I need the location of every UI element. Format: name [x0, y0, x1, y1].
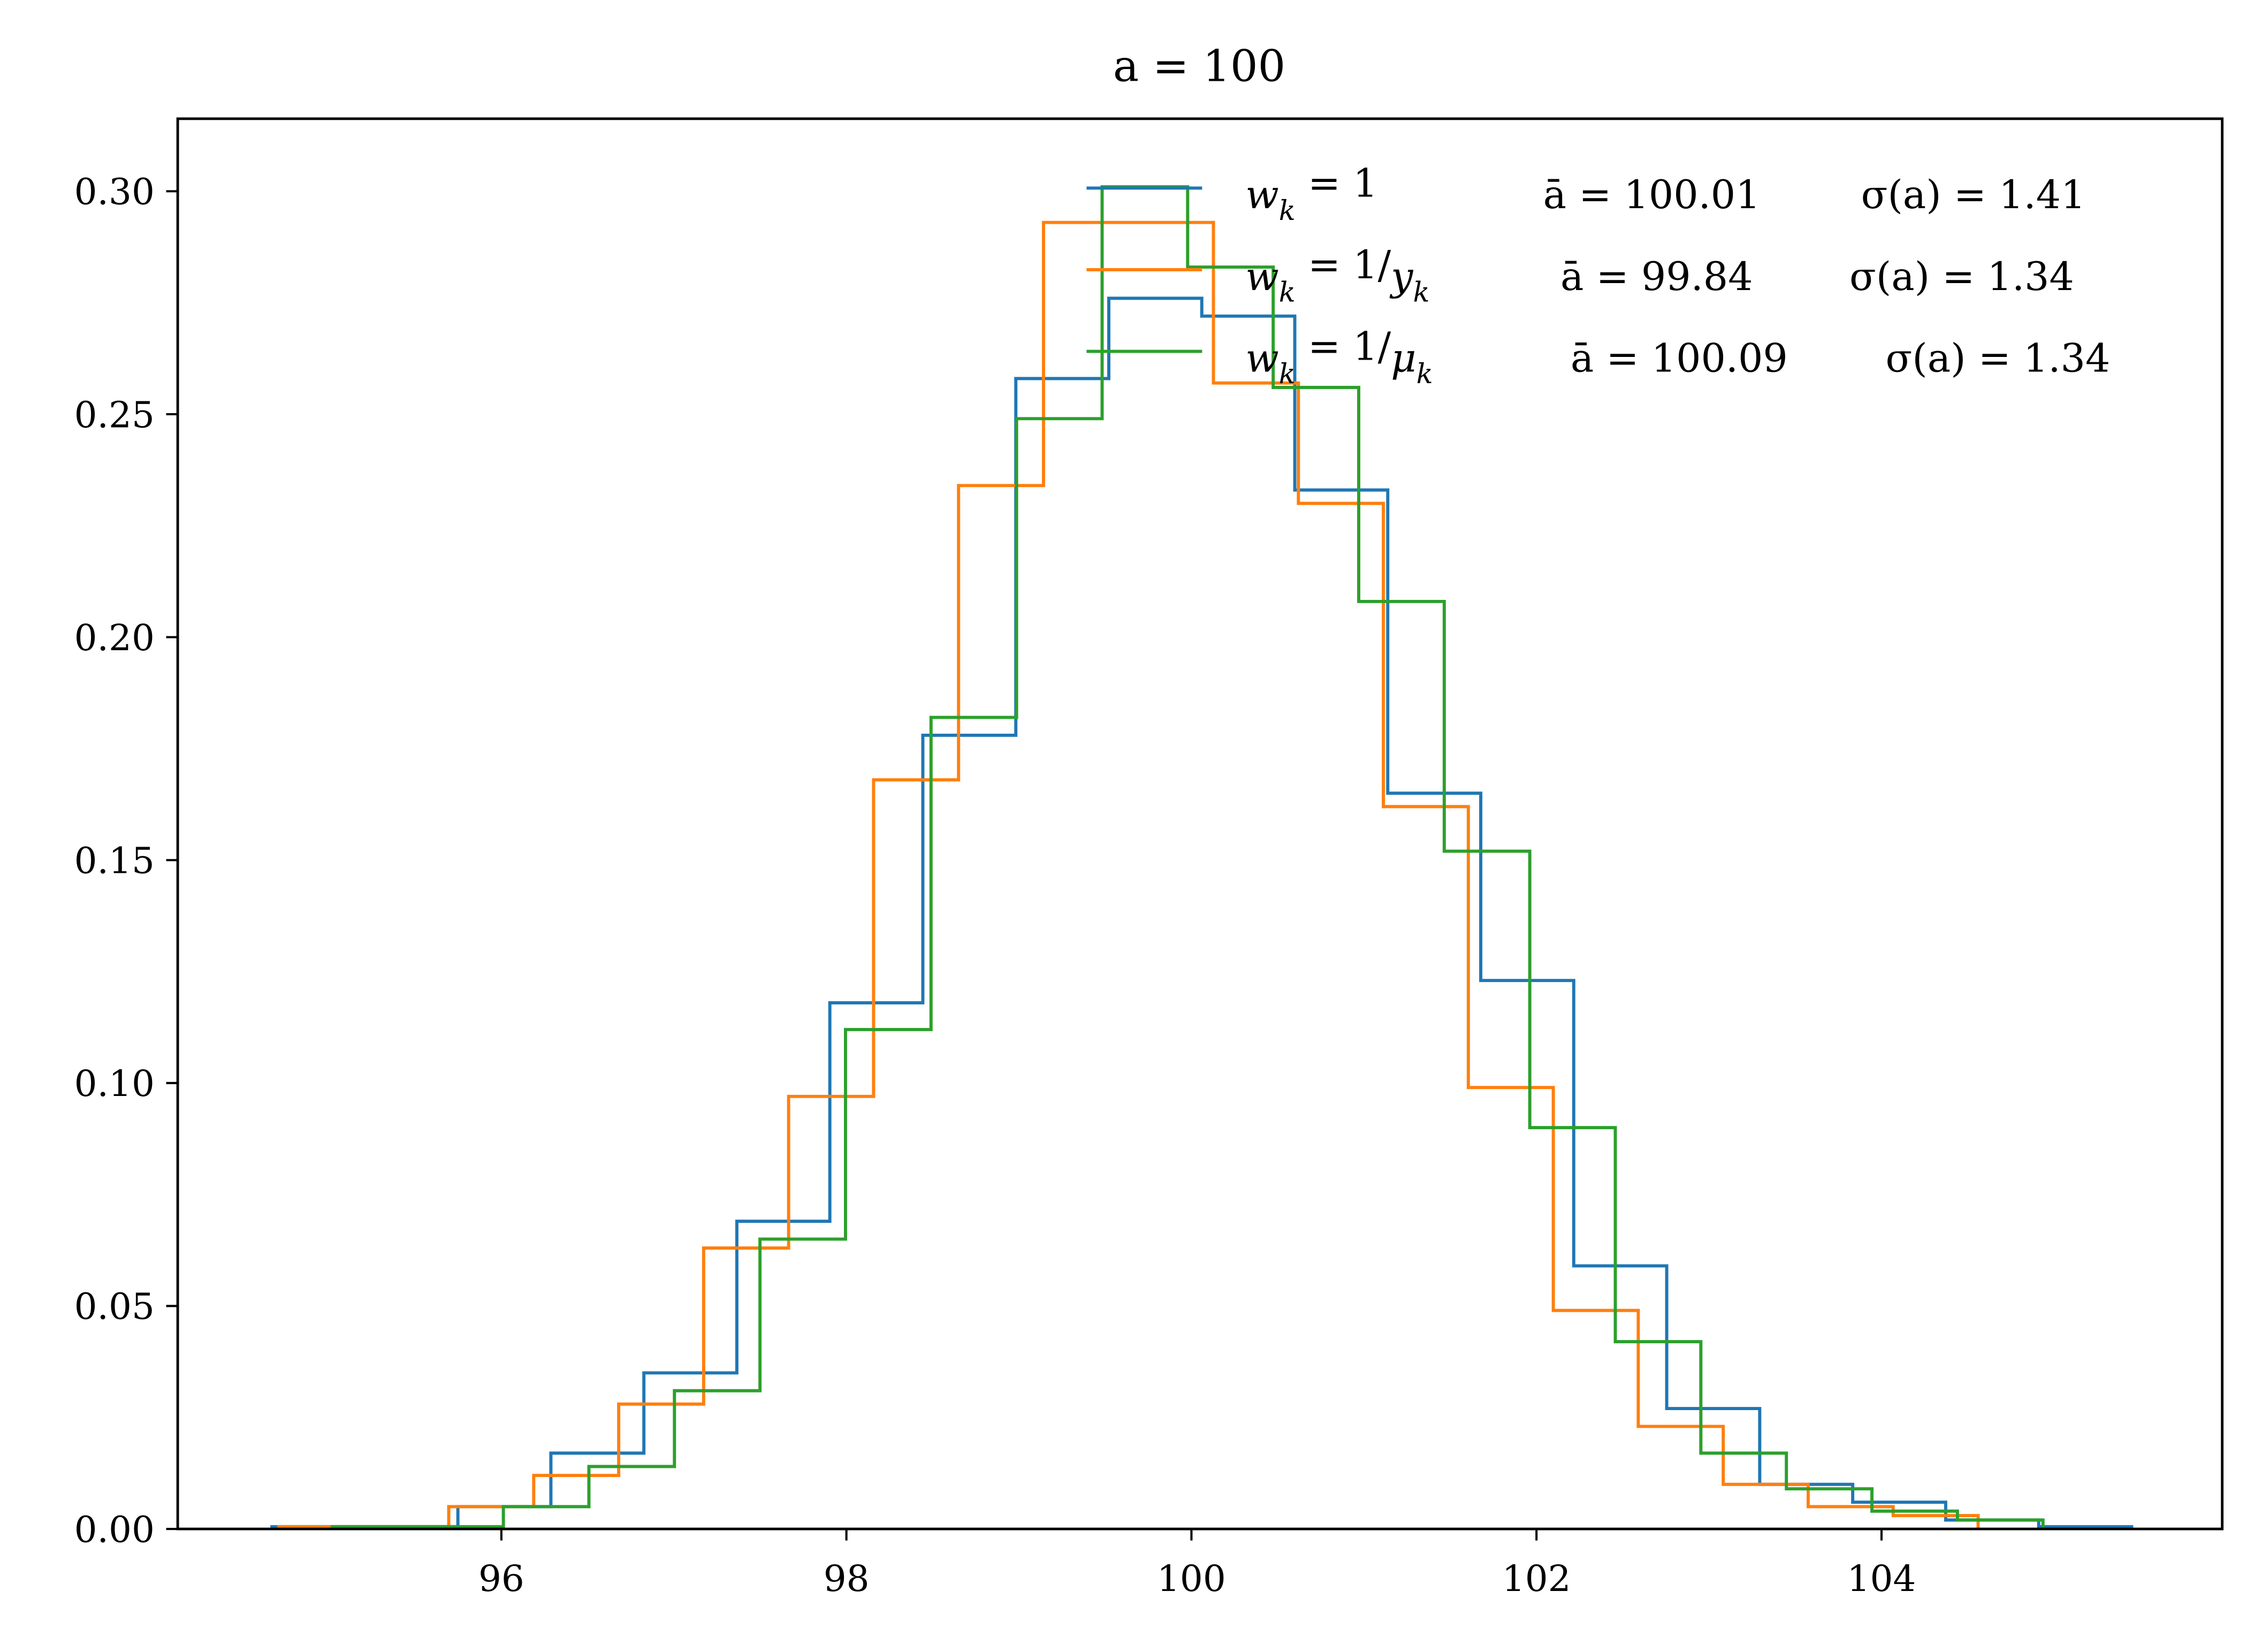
legend-label-rhs-sub: k — [1413, 276, 1429, 308]
histogram-bin — [1359, 602, 1444, 1529]
x-tick-label: 96 — [478, 1557, 524, 1600]
legend-entry: wk = 1/μk ā = 100.09 σ(a) = 1.34 — [1086, 324, 2110, 390]
legend-mean: ā = 99.84 — [1560, 254, 1753, 300]
legend-label-rhs-sub: k — [1417, 358, 1433, 390]
histogram-series-1 — [277, 220, 1980, 1529]
legend-entry: wk = 1/yk ā = 99.84 σ(a) = 1.34 — [1086, 242, 2074, 308]
y-tick-label: 0.05 — [74, 1285, 155, 1328]
histogram-bin — [1017, 418, 1102, 1529]
legend-label-lhs: w — [1245, 254, 1278, 300]
histogram-bin — [1187, 267, 1273, 1529]
y-axis: 0.00 0.05 0.10 0.15 0.20 0.25 0.30 — [74, 171, 178, 1550]
histogram-bin — [1273, 387, 1359, 1529]
x-tick-label: 104 — [1847, 1557, 1916, 1600]
x-tick-label: 102 — [1502, 1557, 1571, 1600]
chart-title: a = 100 — [1113, 42, 1285, 92]
histogram-bin — [1616, 1342, 1701, 1529]
legend-label-rhs: = 1/ — [1296, 242, 1391, 288]
legend-entry: wk = 1 ā = 100.01 σ(a) = 1.41 — [1086, 161, 2085, 227]
legend-label-rhs-var: μ — [1391, 336, 1416, 381]
legend-label-rhs-var: y — [1389, 254, 1413, 300]
legend-label-lhs-sub: k — [1279, 358, 1296, 390]
histogram-bin — [1530, 1128, 1616, 1529]
histogram-bin — [931, 718, 1017, 1529]
y-tick-label: 0.30 — [74, 171, 155, 213]
histogram-bin — [589, 1466, 674, 1529]
histogram-bin — [1786, 1489, 1872, 1529]
histogram-bin — [1102, 187, 1187, 1529]
y-tick-label: 0.25 — [74, 393, 155, 436]
y-tick-label: 0.00 — [74, 1508, 155, 1550]
y-tick-label: 0.15 — [74, 840, 155, 882]
legend-mean: ā = 100.01 — [1543, 172, 1761, 218]
histogram-bin — [1444, 851, 1530, 1529]
legend-label-lhs-sub: k — [1279, 195, 1296, 227]
legend-label: wk = 1/μk — [1245, 324, 1433, 390]
x-tick-label: 100 — [1157, 1557, 1226, 1600]
legend-label: wk = 1 — [1245, 161, 1377, 227]
histogram-bin — [760, 1239, 846, 1529]
x-tick-label: 98 — [824, 1557, 870, 1600]
histogram-step-line — [277, 220, 1980, 1529]
histogram-step-line — [330, 185, 2045, 1529]
y-tick-label: 0.10 — [74, 1062, 155, 1105]
axes-frame — [176, 117, 2224, 1531]
histogram-bin — [674, 1391, 760, 1529]
legend-label-lhs: w — [1245, 336, 1278, 381]
legend-label-lhs: w — [1245, 172, 1278, 218]
legend-label-rhs: = 1 — [1296, 161, 1378, 207]
histogram-bin — [846, 1030, 931, 1529]
legend-sigma: σ(a) = 1.41 — [1861, 172, 2086, 218]
legend-label-rhs: = 1/ — [1296, 324, 1391, 370]
histogram-bin — [504, 1506, 589, 1529]
legend-mean: ā = 100.09 — [1571, 336, 1788, 381]
y-tick-label: 0.20 — [74, 616, 155, 659]
legend-sigma: σ(a) = 1.34 — [1886, 336, 2111, 381]
plot-area — [270, 185, 2134, 1529]
histogram-series-2 — [330, 185, 2045, 1529]
histogram-bin — [1701, 1453, 1786, 1529]
legend-label: wk = 1/yk — [1245, 242, 1429, 308]
x-axis: 96 98 100 102 104 — [478, 1529, 1916, 1600]
legend-sigma: σ(a) = 1.34 — [1849, 254, 2074, 300]
histogram-bin — [1872, 1511, 1958, 1529]
legend-label-lhs-sub: k — [1279, 276, 1296, 308]
